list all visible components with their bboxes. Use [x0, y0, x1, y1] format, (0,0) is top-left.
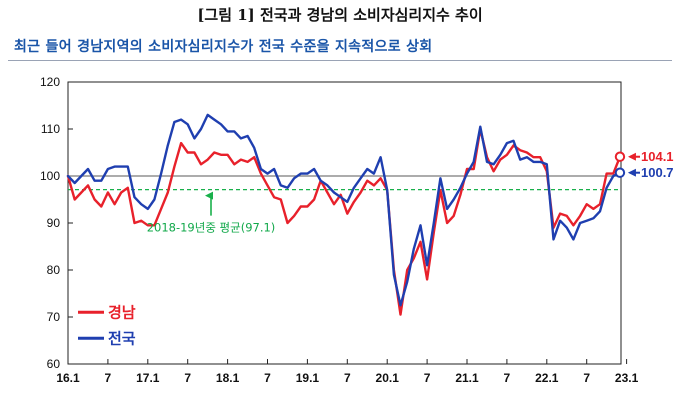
x-tick-label: 17.1 — [136, 371, 160, 385]
x-tick-label: 19.1 — [296, 371, 320, 385]
y-tick-label: 90 — [47, 216, 61, 230]
series-line-gyeongnam — [66, 127, 622, 316]
x-tick-label: 23.1 — [615, 371, 639, 385]
x-tick-label: 7 — [344, 371, 351, 385]
subtitle-divider — [8, 60, 672, 61]
series-end-point — [614, 151, 626, 162]
x-tick-label: 7 — [583, 371, 590, 385]
legend-label: 경남 — [108, 303, 136, 321]
y-tick-label: 110 — [41, 122, 60, 136]
x-tick-label: 18.1 — [216, 371, 240, 385]
figure-subtitle: 최근 들어 경남지역의 소비자심리지수가 전국 수준을 지속적으로 상회 — [14, 39, 433, 55]
x-tick-label: 7 — [184, 371, 191, 385]
legend-label: 전국 — [108, 329, 136, 347]
y-tick-label: 80 — [47, 263, 61, 277]
y-tick-label: 120 — [40, 75, 60, 89]
end-value-label: 104.1 — [641, 149, 674, 164]
x-tick-label: 7 — [264, 371, 271, 385]
end-value-label: 100.7 — [641, 165, 674, 180]
y-tick-label: 100 — [40, 169, 60, 183]
y-tick-label: 60 — [47, 357, 61, 371]
x-tick-label: 20.1 — [376, 371, 400, 385]
x-tick-label: 7 — [105, 371, 112, 385]
x-tick-label: 16.1 — [56, 371, 80, 385]
x-tick-label: 7 — [504, 371, 511, 385]
figure-title: [그림 1] 전국과 경남의 소비자심리지수 추이 — [197, 6, 483, 24]
average-note-label: 2018-19년중 평균(97.1) — [147, 221, 276, 235]
x-tick-label: 7 — [424, 371, 431, 385]
x-tick-label: 22.1 — [535, 371, 559, 385]
x-tick-label: 21.1 — [455, 371, 479, 385]
series-line-national — [66, 113, 622, 307]
series-end-point — [614, 167, 626, 178]
y-tick-label: 70 — [47, 310, 61, 324]
